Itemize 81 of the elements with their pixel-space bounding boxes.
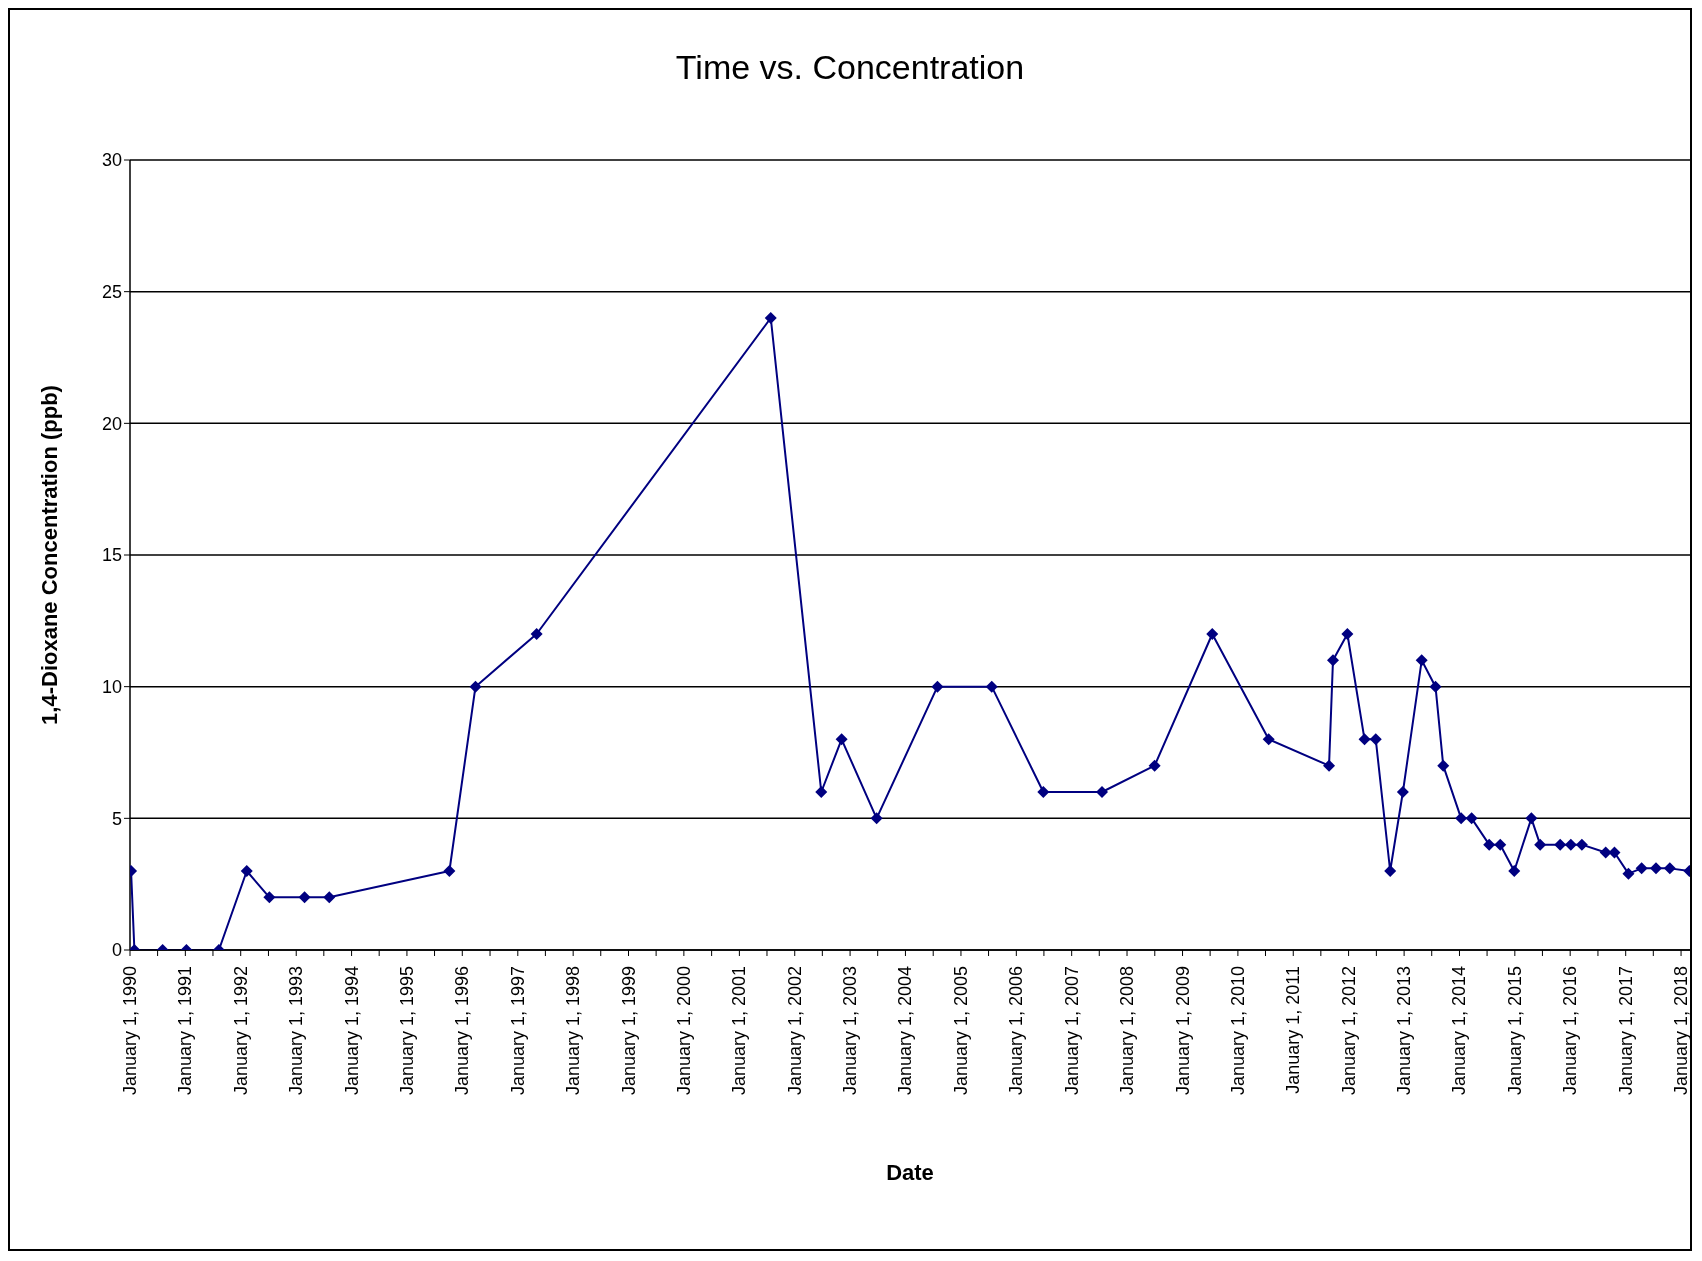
- x-tick-label: January 1, 2007: [1061, 966, 1082, 1096]
- y-tick-label: 15: [101, 545, 122, 566]
- point: [443, 865, 456, 877]
- point: [1534, 838, 1547, 851]
- point: [1465, 812, 1478, 825]
- x-tick-label: January 1, 2003: [840, 966, 861, 1096]
- point: [931, 680, 944, 693]
- point: [1206, 628, 1219, 640]
- point: [1525, 812, 1538, 825]
- point: [530, 628, 543, 640]
- x-tick-label: January 1, 2001: [729, 966, 750, 1096]
- point: [815, 786, 828, 798]
- x-tick-label: January 1, 2015: [1504, 966, 1525, 1096]
- x-tick-label: January 1, 1994: [341, 966, 362, 1096]
- point: [263, 891, 276, 904]
- x-tick-label: January 1, 2013: [1394, 966, 1415, 1096]
- point: [1635, 862, 1648, 875]
- point: [1341, 628, 1354, 640]
- x-tick-label: January 1, 1992: [230, 966, 251, 1096]
- y-tick-label: 30: [101, 150, 122, 171]
- point: [1323, 759, 1336, 772]
- point: [835, 733, 848, 746]
- point: [1148, 759, 1161, 772]
- y-axis-title: 1,4-Dioxane Concentration (ppb): [36, 385, 62, 725]
- point: [1575, 838, 1588, 851]
- x-tick-label: January 1, 1991: [175, 966, 196, 1096]
- x-tick-label: January 1, 2016: [1560, 966, 1581, 1096]
- x-axis-title: Date: [886, 1160, 934, 1185]
- y-tick-label: 0: [111, 940, 122, 961]
- x-tick-label: January 1, 2010: [1227, 966, 1248, 1096]
- x-tick-label: January 1, 2014: [1449, 966, 1470, 1096]
- point: [1494, 838, 1507, 851]
- point: [1663, 862, 1676, 875]
- point: [469, 680, 482, 693]
- point: [1396, 786, 1409, 798]
- point: [1650, 862, 1663, 875]
- point: [1437, 759, 1450, 772]
- x-tick-label: January 1, 1997: [507, 966, 528, 1096]
- x-tick-label: January 1, 2009: [1172, 966, 1193, 1096]
- chart-title: Time vs. Concentration: [674, 48, 1026, 87]
- point: [1326, 654, 1339, 667]
- point: [1622, 867, 1635, 880]
- point: [1037, 786, 1050, 798]
- x-tick-label: January 1, 1998: [563, 966, 584, 1096]
- x-tick-label: January 1, 1999: [618, 966, 639, 1096]
- x-tick-label: January 1, 1996: [452, 966, 473, 1096]
- x-tick-label: January 1, 2005: [950, 966, 971, 1096]
- x-tick-label: January 1, 2008: [1117, 966, 1138, 1096]
- point: [1429, 680, 1442, 693]
- point: [240, 865, 253, 877]
- point: [323, 891, 336, 904]
- point: [1096, 786, 1108, 798]
- point: [870, 812, 883, 825]
- y-tick-label: 5: [111, 808, 122, 829]
- point: [985, 680, 998, 693]
- x-tick-label: January 1, 2018: [1671, 966, 1692, 1096]
- point: [1455, 812, 1468, 825]
- point: [1415, 654, 1428, 667]
- point: [298, 891, 311, 904]
- x-tick-label: January 1, 2006: [1006, 966, 1027, 1096]
- point: [1262, 733, 1275, 746]
- point: [1554, 838, 1567, 851]
- point: [764, 312, 777, 324]
- point: [1483, 838, 1496, 851]
- x-tick-label: January 1, 2000: [673, 966, 694, 1096]
- point: [1358, 733, 1371, 746]
- y-tick-label: 10: [101, 677, 122, 698]
- point: [1369, 733, 1382, 746]
- x-tick-label: January 1, 1993: [286, 966, 307, 1096]
- x-tick-label: January 1, 2012: [1338, 966, 1359, 1096]
- x-tick-label: January 1, 2017: [1615, 966, 1636, 1096]
- x-tick-label: January 1, 2002: [784, 966, 805, 1096]
- x-tick-label: January 1, 1995: [396, 966, 417, 1096]
- y-tick-label: 25: [101, 282, 122, 303]
- point: [1508, 865, 1521, 877]
- y-tick-label: 20: [101, 413, 122, 434]
- point: [1384, 865, 1397, 877]
- x-tick-label: January 1, 2011: [1283, 966, 1304, 1094]
- x-tick-label: January 1, 1990: [120, 966, 140, 1096]
- point: [1564, 838, 1577, 851]
- x-tick-label: January 1, 2004: [895, 966, 916, 1096]
